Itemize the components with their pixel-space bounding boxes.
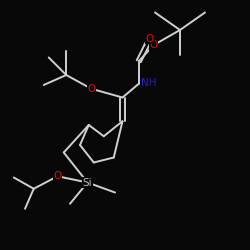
Text: O: O — [146, 34, 154, 44]
Text: Si: Si — [83, 178, 92, 188]
Text: NH: NH — [140, 78, 156, 88]
Text: O: O — [54, 171, 62, 181]
Text: O: O — [87, 84, 96, 94]
Text: O: O — [150, 40, 158, 50]
